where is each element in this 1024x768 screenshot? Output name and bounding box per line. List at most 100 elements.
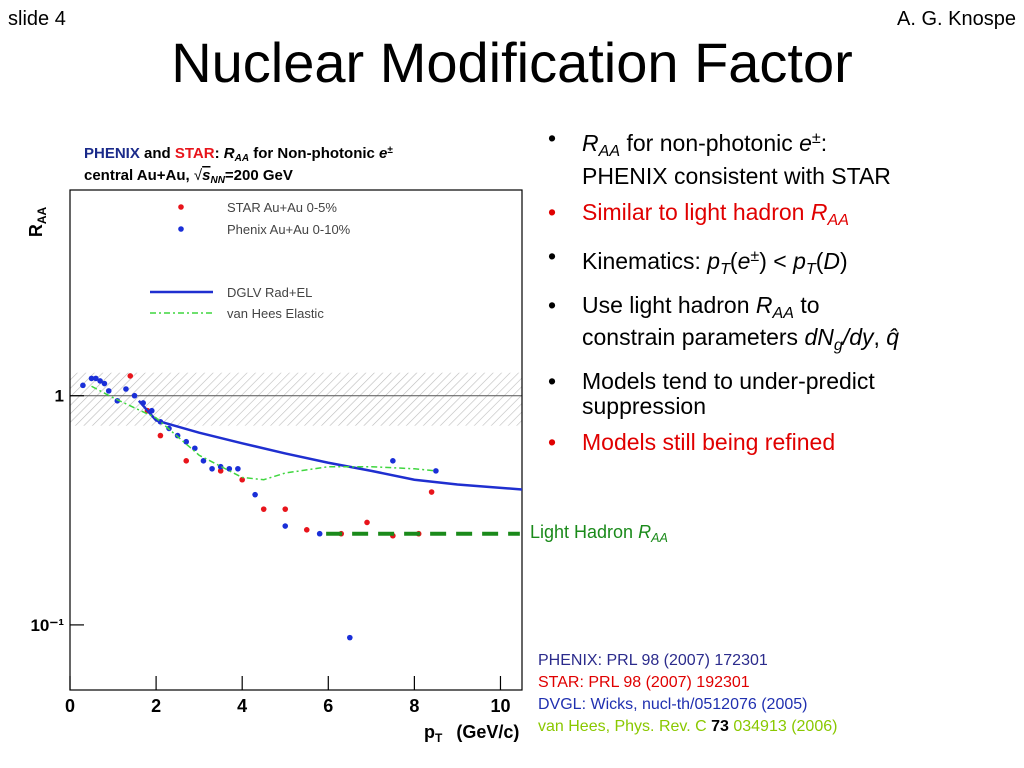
title-part: central Au+Au, xyxy=(84,167,194,184)
text: T xyxy=(805,259,816,278)
data-point xyxy=(127,373,134,379)
text: D xyxy=(823,247,841,274)
text: T xyxy=(720,259,730,278)
text: dN xyxy=(804,324,834,351)
text: Kinematics: xyxy=(582,247,708,274)
title-part: PHENIX xyxy=(84,145,140,162)
x-tick-label: 6 xyxy=(323,696,333,716)
title-part: NN xyxy=(210,175,225,186)
data-point xyxy=(183,438,190,445)
text: / xyxy=(842,324,850,351)
text: Light Hadron xyxy=(530,522,639,542)
author: A. G. Knospe xyxy=(897,8,1016,30)
text: ( xyxy=(729,247,738,274)
reference: DVGL: Wicks, nucl-th/0512076 (2005) xyxy=(538,694,837,716)
text: R xyxy=(582,130,599,157)
data-point xyxy=(316,530,323,537)
text: Models tend to under-predict xyxy=(582,368,875,395)
data-point xyxy=(105,388,112,394)
bullet: Use light hadron RAA to constrain paramet… xyxy=(540,291,1020,359)
data-point xyxy=(433,468,439,474)
data-point xyxy=(200,458,207,464)
data-point xyxy=(93,375,99,382)
reference: PHENIX: PRL 98 (2007) 172301 xyxy=(538,650,837,672)
y-tick-label: 1 xyxy=(55,387,64,406)
slide-title: Nuclear Modification Factor xyxy=(171,31,853,94)
data-point xyxy=(97,378,103,384)
text: Similar to light hadron xyxy=(582,198,811,225)
data-point xyxy=(131,392,138,399)
data-point xyxy=(282,506,289,512)
title-part: ± xyxy=(387,145,393,156)
data-point xyxy=(217,463,224,470)
data-point xyxy=(428,489,435,495)
y-axis-label: RAA xyxy=(26,207,49,238)
text: R xyxy=(755,291,773,318)
label-part: T xyxy=(435,731,443,745)
text: q̂ xyxy=(886,324,900,351)
text: ± xyxy=(811,129,821,147)
label-part: AA xyxy=(35,207,49,225)
text: AA xyxy=(598,141,621,160)
data-point xyxy=(252,491,258,498)
normalization-band xyxy=(70,372,522,426)
x-tick-label: 0 xyxy=(65,696,75,716)
text: p xyxy=(707,247,721,274)
data-point xyxy=(192,445,198,452)
text: AA xyxy=(827,210,849,229)
chart-title: PHENIX and STAR: RAA for Non-photonic e± xyxy=(84,145,393,164)
label-part: R xyxy=(26,224,46,237)
text: , xyxy=(873,324,887,351)
text: dy xyxy=(849,324,874,351)
data-point xyxy=(101,380,108,387)
text: 034913 (2006) xyxy=(728,718,838,735)
data-point xyxy=(303,527,310,533)
text: PHENIX consistent with STAR xyxy=(582,162,891,189)
bullet-list: RAA for non-photonic e±:PHENIX consisten… xyxy=(540,126,1020,466)
title-part: and xyxy=(140,145,175,162)
title-part: e xyxy=(379,145,387,162)
bullet: Similar to light hadron RAA xyxy=(540,198,1020,233)
slide-number: slide 4 xyxy=(8,8,66,30)
plot-frame xyxy=(69,189,523,691)
text: Use light hadron xyxy=(582,291,756,318)
title-part: =200 GeV xyxy=(225,167,293,184)
text: constrain parameters xyxy=(582,324,805,351)
references: PHENIX: PRL 98 (2007) 172301 STAR: PRL 9… xyxy=(538,650,837,738)
legend-label: STAR Au+Au 0-5% xyxy=(227,200,337,215)
data-point xyxy=(114,398,121,404)
data-point xyxy=(157,432,164,439)
chart-title: central Au+Au, √sNN=200 GeV xyxy=(84,167,293,186)
data-point xyxy=(123,386,129,392)
legend-marker xyxy=(178,204,184,210)
data-point xyxy=(235,465,241,472)
bullet: Kinematics: pT(e±) < pT(D) xyxy=(540,244,1020,282)
text: Models still being refined xyxy=(582,429,836,456)
x-axis-label: pT (GeV/c) xyxy=(424,722,519,745)
text: p xyxy=(793,247,806,274)
legend-marker xyxy=(178,226,184,232)
data-point xyxy=(183,458,190,464)
text: for non-photonic xyxy=(620,130,800,157)
reference: STAR: PRL 98 (2007) 192301 xyxy=(538,672,837,694)
text: e xyxy=(799,130,812,157)
text: ) xyxy=(840,247,848,274)
reference: van Hees, Phys. Rev. C 73 034913 (2006) xyxy=(538,716,837,738)
text: R xyxy=(810,198,828,225)
data-point xyxy=(390,458,396,464)
title-part: STAR xyxy=(175,145,215,162)
legend-label: DGLV Rad+EL xyxy=(227,285,312,300)
text: to xyxy=(794,291,820,318)
text: suppression xyxy=(582,393,707,420)
annotation-label: Light Hadron RAA xyxy=(530,522,668,545)
x-tick-label: 8 xyxy=(409,696,419,716)
curve xyxy=(137,400,523,491)
text: g xyxy=(833,336,843,355)
text: : xyxy=(820,130,828,157)
bullet: Models still being refined xyxy=(540,429,1020,456)
curve xyxy=(91,385,436,481)
text: AA xyxy=(772,303,794,322)
